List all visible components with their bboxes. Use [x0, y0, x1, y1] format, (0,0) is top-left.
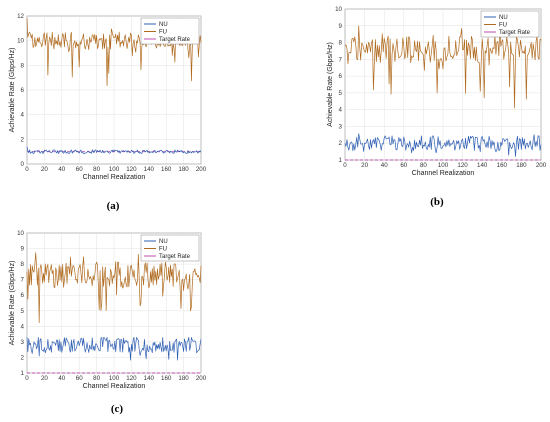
x-tick-label: 180 — [516, 162, 527, 169]
x-tick-label: 100 — [109, 375, 120, 382]
y-tick-label: 5 — [339, 90, 343, 97]
x-tick-label: 0 — [343, 162, 347, 169]
y-tick-label: 4 — [21, 323, 25, 330]
x-tick-label: 200 — [196, 375, 207, 382]
x-tick-label: 0 — [25, 166, 29, 173]
y-tick-label: 10 — [17, 38, 24, 45]
x-tick-label: 20 — [41, 166, 48, 173]
y-tick-label: 8 — [21, 261, 25, 268]
y-tick-label: 10 — [17, 230, 24, 237]
x-tick-label: 160 — [161, 375, 172, 382]
x-tick-label: 140 — [144, 166, 155, 173]
x-tick-label: 140 — [477, 162, 488, 169]
y-tick-label: 8 — [21, 62, 25, 69]
y-tick-label: 0 — [21, 161, 25, 168]
x-tick-label: 160 — [161, 166, 172, 173]
y-tick-label: 3 — [21, 339, 25, 346]
panel-caption: (c) — [111, 403, 124, 415]
x-tick-label: 120 — [126, 166, 137, 173]
y-tick-label: 6 — [21, 87, 25, 94]
x-tick-label: 80 — [93, 166, 100, 173]
y-tick-label: 2 — [21, 136, 25, 143]
legend-entry: NU — [159, 22, 168, 28]
series-line-nu — [26, 146, 202, 155]
legend-entry: NU — [499, 15, 508, 21]
series-line-fu — [344, 25, 542, 109]
y-axis-label: Achievable Rate (Gbps/Hz) — [327, 42, 334, 127]
x-tick-label: 80 — [93, 375, 100, 382]
legend-entry: Target Rate — [159, 254, 191, 260]
y-tick-label: 6 — [21, 292, 25, 299]
y-tick-label: 2 — [339, 140, 343, 147]
y-tick-label: 12 — [17, 13, 24, 20]
panel-caption: (b) — [430, 196, 444, 208]
y-tick-label: 5 — [21, 308, 25, 315]
y-axis-label: Achievable Rate (Gbps/Hz) — [9, 261, 16, 346]
x-tick-label: 40 — [58, 375, 65, 382]
y-tick-label: 1 — [21, 370, 25, 377]
x-axis-label: Channel Realization — [83, 174, 146, 181]
y-axis-label: Achievable Rate (Gbps/Hz) — [9, 48, 16, 133]
x-tick-label: 80 — [420, 162, 427, 169]
x-tick-label: 180 — [178, 375, 189, 382]
x-axis-label: Channel Realization — [412, 170, 475, 177]
x-tick-label: 40 — [381, 162, 388, 169]
legend-entry: NU — [159, 239, 168, 245]
legend-entry: FU — [499, 23, 507, 29]
chart-panel-b: 0 20 40 60 80 100 120 140 160 180 200 1 2 3 4 5 6 7 8 9 10 Ch… — [327, 6, 547, 208]
x-tick-label: 160 — [497, 162, 508, 169]
x-tick-label: 100 — [109, 166, 120, 173]
y-tick-label: 6 — [339, 73, 343, 80]
y-tick-label: 7 — [339, 56, 343, 63]
y-tick-label: 4 — [21, 112, 25, 119]
y-tick-label: 4 — [339, 107, 343, 114]
series-line-fu — [26, 18, 202, 86]
y-tick-label: 3 — [339, 123, 343, 130]
y-tick-label: 8 — [339, 40, 343, 47]
legend-entry: Target Rate — [499, 30, 531, 36]
y-tick-label: 10 — [335, 6, 342, 13]
y-tick-label: 2 — [21, 354, 25, 361]
chart-panel-c: 0 20 40 60 80 100 120 140 160 180 200 1 2 3 4 5 6 7 8 9 10 Ch… — [9, 230, 207, 415]
x-tick-label: 0 — [25, 375, 29, 382]
x-axis-label: Channel Realization — [83, 383, 146, 390]
x-tick-label: 60 — [400, 162, 407, 169]
legend-entry: Target Rate — [159, 37, 191, 43]
x-tick-label: 60 — [76, 166, 83, 173]
y-tick-label: 9 — [21, 246, 25, 253]
x-tick-label: 180 — [178, 166, 189, 173]
series-line-fu — [26, 252, 202, 324]
x-tick-label: 140 — [144, 375, 155, 382]
legend-entry: FU — [159, 30, 167, 36]
x-tick-label: 120 — [126, 375, 137, 382]
series-line-nu — [26, 337, 202, 361]
y-tick-label: 9 — [339, 23, 343, 30]
x-tick-label: 60 — [76, 375, 83, 382]
series-line-nu — [344, 133, 542, 157]
x-tick-label: 20 — [361, 162, 368, 169]
x-tick-label: 100 — [438, 162, 449, 169]
legend-entry: FU — [159, 247, 167, 253]
x-tick-label: 200 — [536, 162, 547, 169]
y-tick-label: 1 — [339, 157, 343, 164]
x-tick-label: 20 — [41, 375, 48, 382]
panel-caption: (a) — [107, 200, 120, 212]
chart-panel-a: 0 20 40 60 80 100 120 140 160 180 200 0 2 4 6 8 10 12 Chan… — [9, 13, 207, 212]
x-tick-label: 120 — [457, 162, 468, 169]
x-tick-label: 200 — [196, 166, 207, 173]
x-tick-label: 40 — [58, 166, 65, 173]
y-tick-label: 7 — [21, 277, 25, 284]
